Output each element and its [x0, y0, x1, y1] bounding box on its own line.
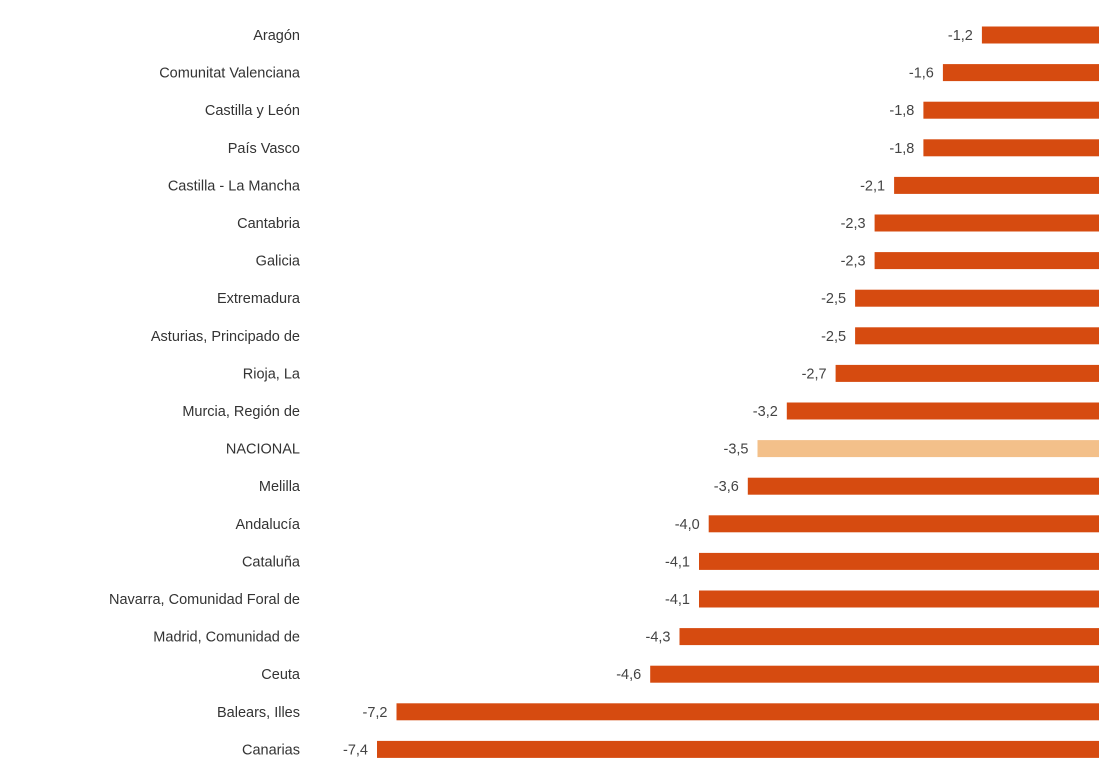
value-label-7: -2,3 — [841, 254, 866, 270]
category-label-14: Andalucía — [236, 517, 301, 533]
value-label-11: -3,2 — [753, 404, 778, 420]
category-label-16: Navarra, Comunidad Foral de — [109, 592, 300, 608]
value-label-1: -1,2 — [948, 28, 973, 44]
category-label-2: Comunitat Valenciana — [159, 66, 301, 82]
bar-12 — [758, 440, 1099, 457]
bars-layer — [377, 27, 1099, 758]
bar-10 — [836, 365, 1099, 382]
value-label-19: -7,2 — [363, 705, 388, 721]
category-label-11: Murcia, Región de — [182, 404, 300, 420]
category-label-17: Madrid, Comunidad de — [153, 630, 300, 646]
bar-7 — [875, 252, 1099, 269]
bar-8 — [855, 290, 1099, 307]
bar-16 — [699, 591, 1099, 608]
value-label-2: -1,6 — [909, 66, 934, 82]
category-label-1: Aragón — [253, 28, 300, 44]
bar-1 — [982, 27, 1099, 44]
bar-14 — [709, 515, 1099, 532]
bar-11 — [787, 403, 1099, 420]
bar-17 — [680, 628, 1099, 645]
value-label-18: -4,6 — [616, 667, 641, 683]
value-label-5: -2,1 — [860, 178, 885, 194]
value-label-3: -1,8 — [889, 103, 914, 119]
category-label-19: Balears, Illes — [217, 705, 300, 721]
value-label-4: -1,8 — [889, 141, 914, 157]
bar-15 — [699, 553, 1099, 570]
bar-5 — [894, 177, 1099, 194]
value-label-12: -3,5 — [724, 442, 749, 458]
category-label-13: Melilla — [259, 479, 301, 495]
category-label-20: Canarias — [242, 742, 300, 758]
category-label-6: Cantabria — [237, 216, 301, 232]
bar-3 — [923, 102, 1099, 119]
value-labels-layer: -1,2 -1,6 -1,8 -1,8 -2,1 -2,3 -2,3 -2,5 -2,5 -2,7… — [343, 28, 973, 758]
category-label-12: NACIONAL — [226, 442, 300, 458]
category-label-4: País Vasco — [228, 141, 300, 157]
category-label-8: Extremadura — [217, 291, 301, 307]
category-label-9: Asturias, Principado de — [151, 329, 300, 345]
bar-6 — [875, 215, 1099, 232]
value-label-6: -2,3 — [841, 216, 866, 232]
value-label-14: -4,0 — [675, 517, 700, 533]
value-label-16: -4,1 — [665, 592, 690, 608]
value-label-15: -4,1 — [665, 554, 690, 570]
value-label-8: -2,5 — [821, 291, 846, 307]
value-label-20: -7,4 — [343, 742, 368, 758]
bar-20 — [377, 741, 1099, 758]
bar-18 — [650, 666, 1099, 683]
category-label-18: Ceuta — [261, 667, 301, 683]
category-labels-layer: Aragón Comunitat Valenciana Castilla y Leó… — [109, 28, 301, 758]
category-label-5: Castilla - La Mancha — [168, 178, 301, 194]
category-label-15: Cataluña — [242, 554, 301, 570]
bar-2 — [943, 64, 1099, 81]
value-label-10: -2,7 — [802, 366, 827, 382]
bar-9 — [855, 327, 1099, 344]
bar-13 — [748, 478, 1099, 495]
bar-4 — [923, 139, 1099, 156]
bar-19 — [397, 703, 1099, 720]
value-label-17: -4,3 — [646, 630, 671, 646]
value-label-9: -2,5 — [821, 329, 846, 345]
category-label-7: Galicia — [256, 254, 301, 270]
category-label-10: Rioja, La — [243, 366, 301, 382]
value-label-13: -3,6 — [714, 479, 739, 495]
category-label-3: Castilla y León — [205, 103, 300, 119]
